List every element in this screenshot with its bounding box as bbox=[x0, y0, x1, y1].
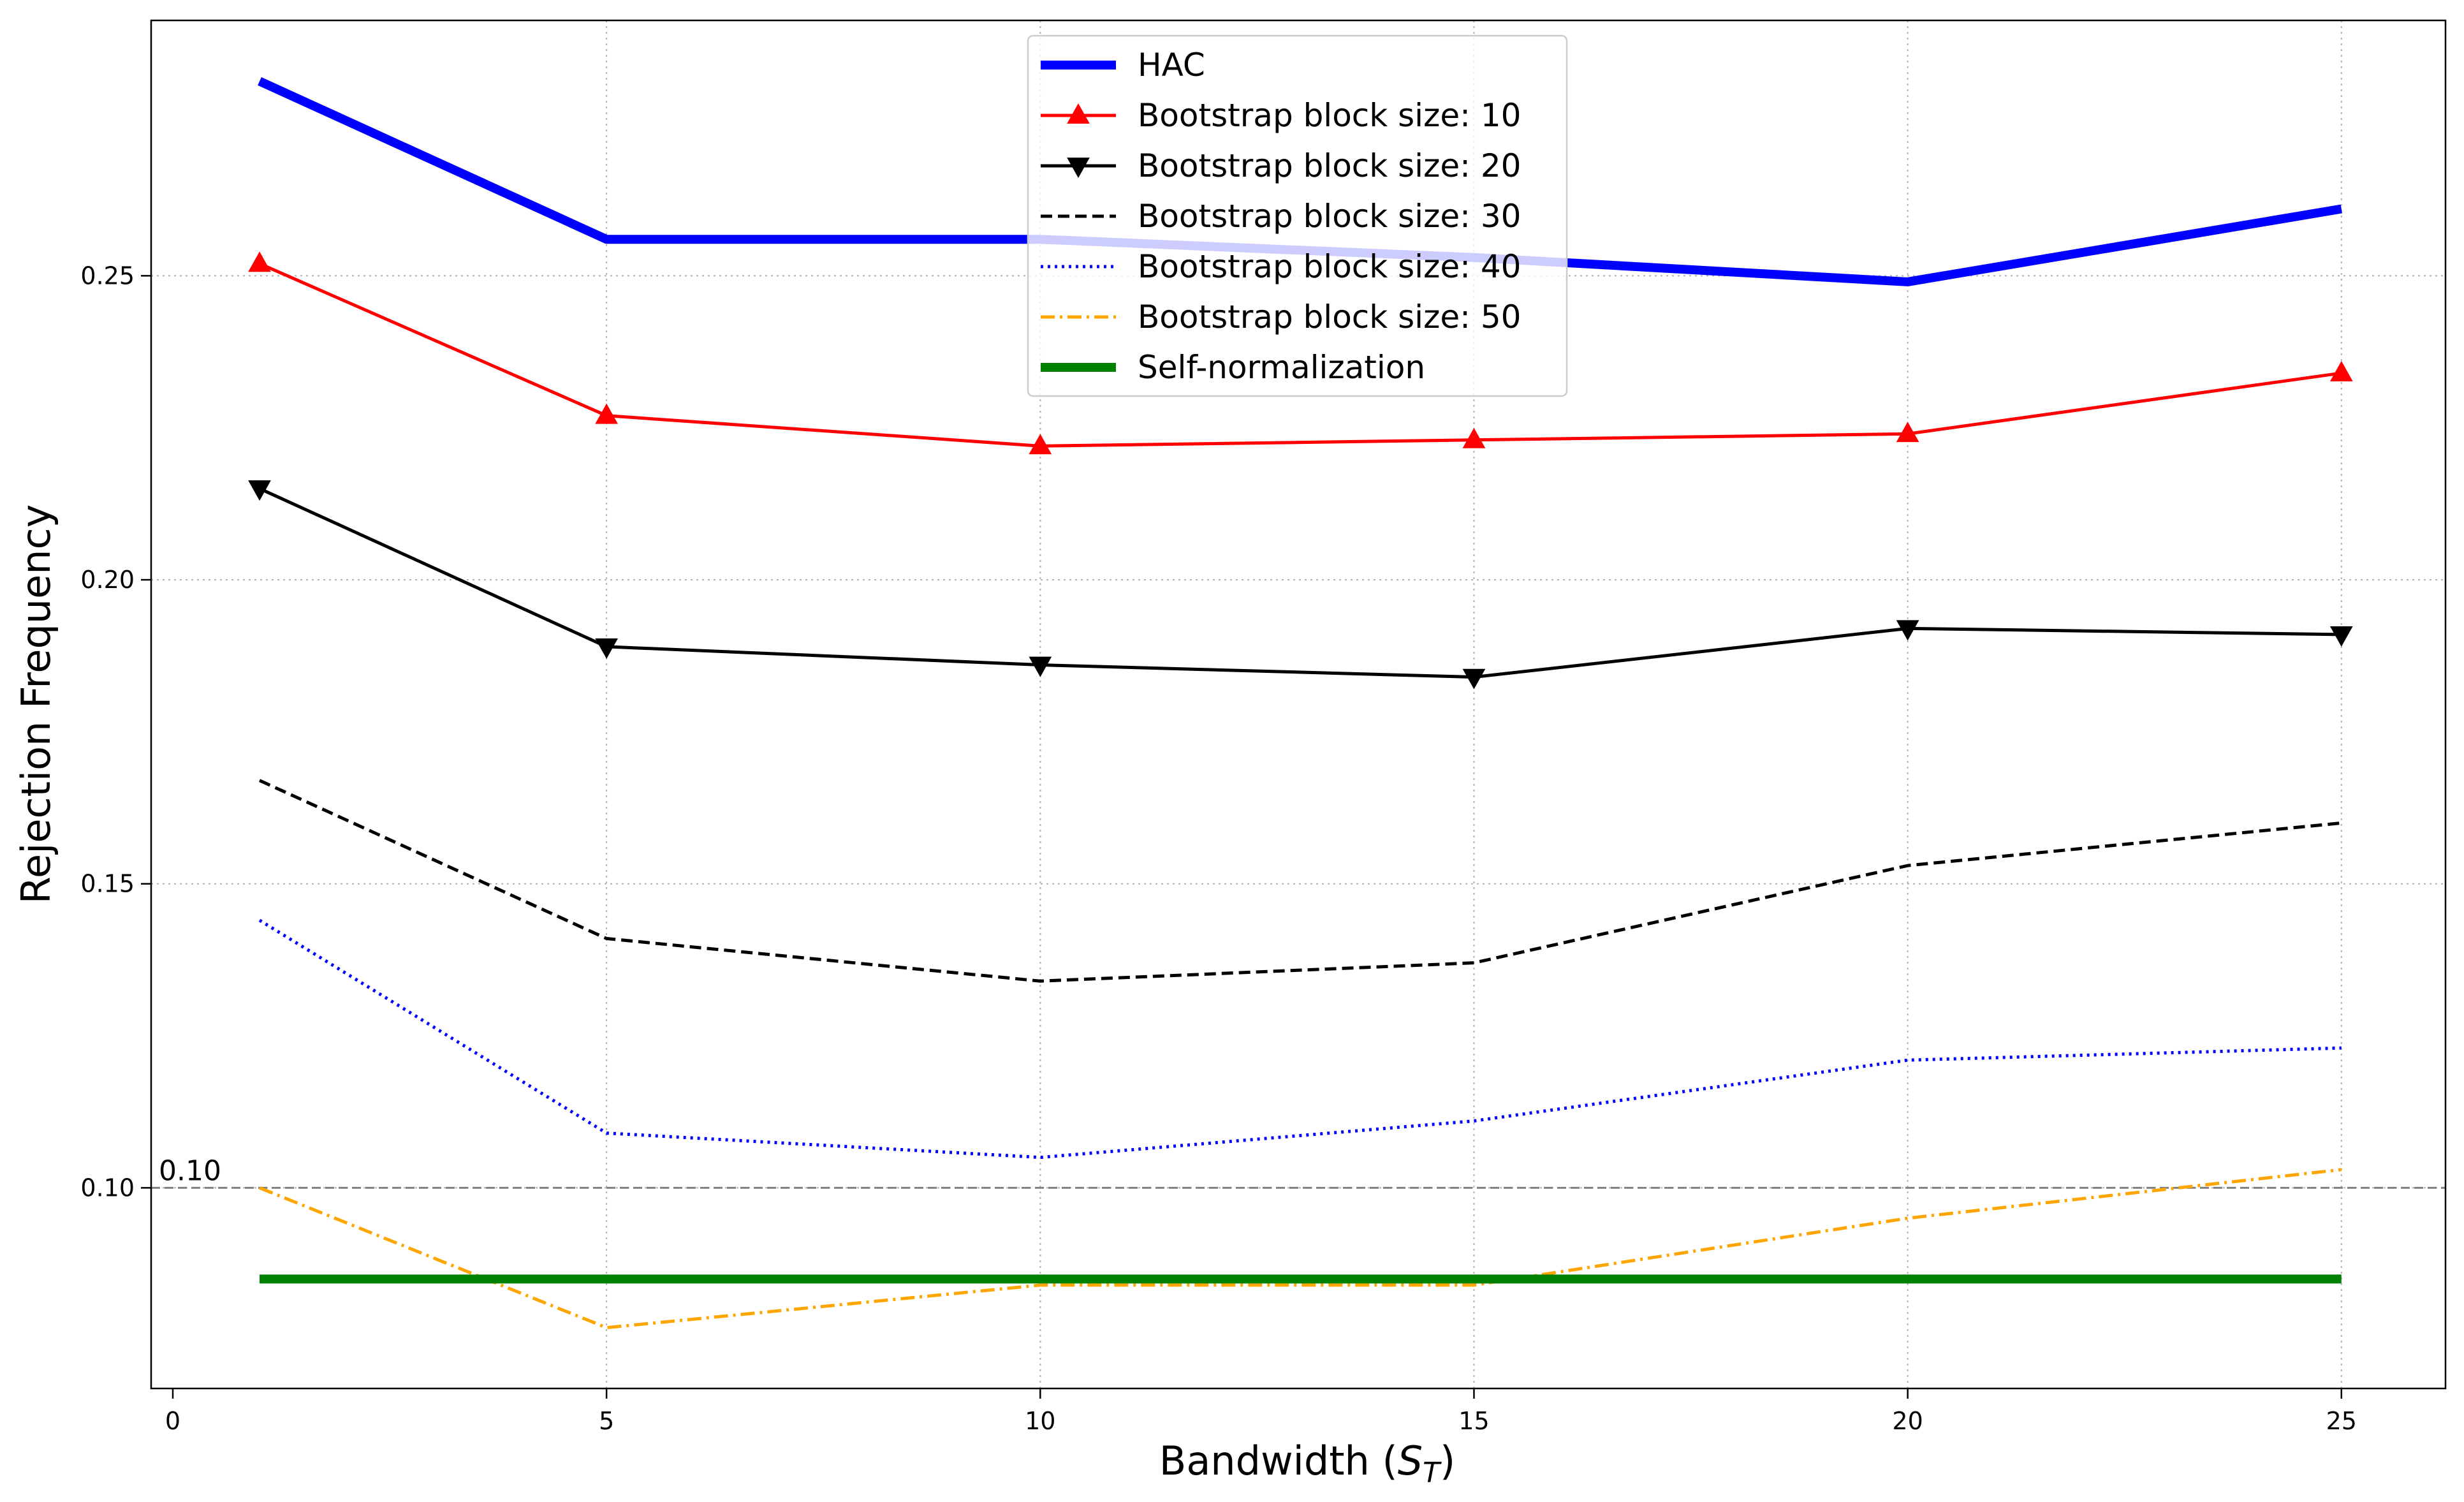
x-tick-label: 25 bbox=[2326, 1407, 2357, 1435]
reference-line-label: 0.10 bbox=[159, 1154, 221, 1187]
series-6 bbox=[259, 1168, 2342, 1330]
series-line bbox=[259, 779, 2342, 983]
data-point-marker bbox=[1029, 656, 1052, 677]
legend: HAC Bootstrap block size: 10 Bootstrap blo… bbox=[1027, 34, 1568, 397]
y-tick-label: 0.25 bbox=[80, 261, 135, 290]
grid bbox=[151, 20, 2446, 1388]
legend-label: Self-normalization bbox=[1138, 349, 1425, 386]
data-point-marker bbox=[2329, 626, 2353, 647]
legend-label: Bootstrap block size: 50 bbox=[1138, 298, 1521, 335]
series-4 bbox=[259, 779, 2342, 983]
legend-item: HAC bbox=[1041, 47, 1205, 84]
series-3 bbox=[248, 480, 2353, 689]
data-point-marker bbox=[1029, 434, 1052, 455]
x-axis-label: Bandwidth (ST) bbox=[1159, 1438, 1455, 1489]
reference-line-group: 0.10 bbox=[151, 1154, 2446, 1189]
data-point-marker bbox=[595, 403, 619, 424]
legend-item: Bootstrap block size: 50 bbox=[1041, 298, 1521, 335]
series-5 bbox=[258, 918, 2342, 1160]
data-point-marker bbox=[2329, 360, 2353, 381]
data-point-marker bbox=[1896, 620, 1919, 641]
data-point-marker bbox=[248, 251, 271, 272]
y-tick-label: 0.20 bbox=[80, 566, 135, 594]
data-point-marker bbox=[1462, 427, 1486, 448]
x-axis-label-text: Bandwidth ( bbox=[1159, 1438, 1398, 1484]
series-line bbox=[259, 487, 2342, 679]
axis-ticks: 0 5 10 15 20 25 0.10 0.15 0.20 0.25 bbox=[80, 261, 2357, 1435]
legend-label: HAC bbox=[1138, 47, 1205, 84]
legend-label: Bootstrap block size: 20 bbox=[1138, 147, 1521, 184]
y-axis-label: Rejection Frequency bbox=[13, 504, 59, 904]
x-tick-label: 10 bbox=[1025, 1407, 1055, 1435]
x-tick-label: 20 bbox=[1892, 1407, 1923, 1435]
x-axis-label-subscript: T bbox=[1423, 1457, 1442, 1489]
x-tick-label: 15 bbox=[1458, 1407, 1489, 1435]
legend-marker bbox=[1067, 103, 1090, 124]
legend-label: Bootstrap block size: 30 bbox=[1138, 198, 1521, 235]
y-tick-label: 0.15 bbox=[80, 870, 135, 898]
y-tick-label: 0.10 bbox=[80, 1174, 135, 1202]
data-point-marker bbox=[1896, 422, 1919, 443]
legend-item: Self-normalization bbox=[1041, 349, 1425, 386]
x-tick-label: 0 bbox=[165, 1407, 180, 1435]
series-line bbox=[258, 918, 2342, 1160]
series-2 bbox=[248, 251, 2353, 455]
plot-frame bbox=[150, 19, 2447, 1390]
legend-item: Bootstrap block size: 40 bbox=[1041, 248, 1521, 285]
series-line bbox=[259, 262, 2342, 448]
series-line bbox=[259, 1168, 2342, 1330]
x-tick-label: 5 bbox=[599, 1407, 614, 1435]
data-point-marker bbox=[595, 638, 619, 659]
legend-item: Bootstrap block size: 20 bbox=[1041, 147, 1521, 184]
legend-item: Bootstrap block size: 30 bbox=[1041, 198, 1521, 235]
legend-box bbox=[1027, 34, 1568, 397]
data-point-marker bbox=[248, 480, 271, 501]
x-axis-label-close: ) bbox=[1440, 1438, 1455, 1484]
legend-label: Bootstrap block size: 40 bbox=[1138, 248, 1521, 285]
x-axis-label-symbol: S bbox=[1398, 1438, 1423, 1484]
legend-item: Bootstrap block size: 10 bbox=[1041, 97, 1521, 134]
data-point-marker bbox=[1462, 668, 1486, 689]
legend-label: Bootstrap block size: 10 bbox=[1138, 97, 1521, 134]
legend-marker bbox=[1067, 158, 1090, 179]
